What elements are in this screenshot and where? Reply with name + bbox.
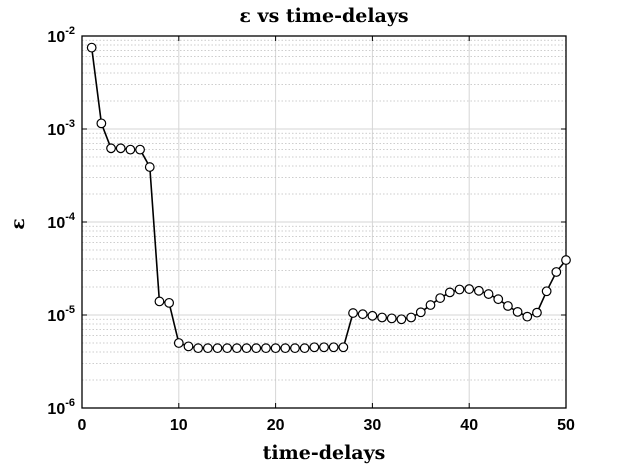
data-point: [135, 144, 145, 155]
data-point: [483, 289, 494, 299]
data-point: [357, 309, 368, 320]
data-point: [202, 343, 213, 354]
series-group: [86, 42, 571, 354]
y-tick-label: 10-3: [47, 118, 75, 139]
x-tick-label: 20: [267, 417, 285, 434]
y-tick-label: 10-5: [47, 304, 75, 325]
data-point: [241, 343, 252, 354]
data-point: [415, 307, 426, 318]
data-point: [96, 118, 107, 129]
data-point: [270, 343, 281, 354]
chart-title: ε vs time-delays: [239, 5, 408, 27]
data-point: [290, 343, 300, 354]
data-point: [522, 311, 533, 322]
data-point: [386, 313, 397, 324]
x-tick-label: 10: [170, 417, 188, 434]
data-point: [348, 308, 358, 318]
data-point: [512, 306, 523, 317]
x-tick-label: 50: [557, 417, 575, 434]
data-point: [164, 297, 175, 308]
y-tick-label: 10-2: [47, 25, 75, 46]
data-point: [86, 42, 97, 53]
data-point: [173, 338, 184, 348]
data-point: [561, 255, 571, 265]
data-point: [406, 312, 417, 323]
data-point: [503, 301, 513, 311]
y-tick-label: 10-6: [47, 397, 75, 418]
data-point: [309, 342, 320, 353]
data-point: [493, 294, 504, 305]
data-point: [299, 343, 310, 354]
data-point: [261, 343, 271, 354]
data-point: [435, 293, 446, 303]
y-tick-label: 10-4: [47, 211, 75, 232]
data-point: [338, 342, 349, 353]
x-tick-label: 40: [460, 417, 478, 434]
data-point: [541, 286, 552, 297]
data-point: [193, 343, 204, 354]
data-point: [367, 310, 378, 321]
data-point: [454, 284, 465, 295]
data-point: [328, 342, 339, 353]
grid: [82, 36, 566, 408]
data-point: [106, 143, 116, 154]
data-point: [473, 285, 484, 296]
data-point: [212, 343, 223, 354]
data-point: [115, 143, 126, 154]
data-point: [183, 341, 194, 352]
x-tick-label: 0: [78, 417, 87, 434]
data-point: [464, 284, 475, 294]
data-point: [144, 162, 155, 172]
data-point: [231, 343, 242, 354]
x-axis-label: time-delays: [263, 442, 386, 464]
axis-ticks: 0 10 20 30 40 50 10-6 10-5 10-4 10-3 10-2: [47, 25, 575, 434]
data-point: [444, 287, 455, 298]
data-point: [551, 267, 562, 277]
data-point: [532, 307, 542, 318]
data-point: [377, 312, 387, 323]
data-point: [280, 343, 291, 354]
data-point: [125, 144, 136, 155]
data-point: [319, 342, 329, 353]
x-tick-label: 30: [364, 417, 382, 434]
data-point: [154, 296, 165, 307]
data-point: [396, 314, 407, 325]
data-point: [222, 343, 233, 354]
data-point: [425, 300, 436, 310]
data-point: [251, 343, 262, 354]
y-axis-label: ε: [7, 218, 29, 230]
